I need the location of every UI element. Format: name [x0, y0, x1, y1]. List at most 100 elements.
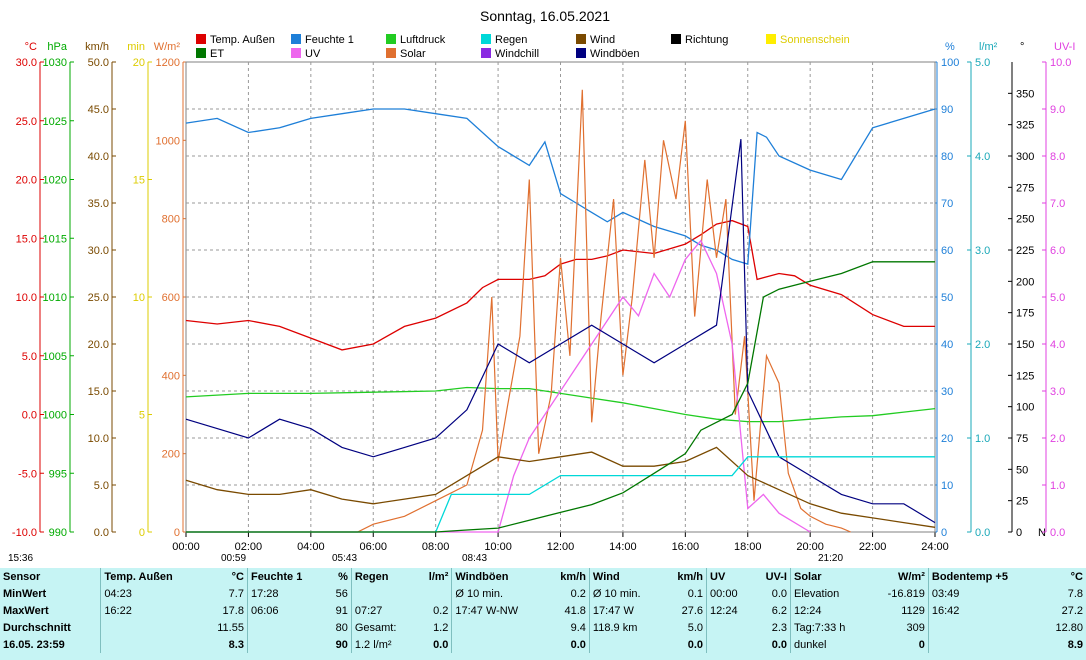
left-axis-tick-label: 600 [162, 292, 180, 304]
left-axis-tick-label: 995 [49, 468, 67, 480]
stats-cell: 90 [335, 638, 348, 651]
right-axis-tick-label: 3.0 [1050, 386, 1065, 398]
stats-cell: °C [1070, 570, 1083, 583]
right-axis-tick-label: 25 [1016, 496, 1028, 508]
series-luftdruck [185, 386, 936, 423]
stats-cell [417, 585, 452, 602]
statistics-table: Sensor Temp. Außen °C Feuchte 1% Regen l/m² Wi… [0, 568, 1086, 653]
left-axis-tick-label: 0.0 [94, 527, 109, 539]
stats-cell: 0.0 [771, 587, 787, 600]
series-regen [186, 456, 935, 533]
legend-swatch [291, 34, 301, 44]
left-axis-tick-label: 1020 [43, 175, 67, 187]
stats-cell [100, 636, 203, 653]
stats-cell: 17:47 W [588, 602, 663, 619]
stats-cell: km/h [677, 570, 704, 583]
stats-cell: Feuchte 1 [246, 568, 326, 585]
stats-cell: -16.819 [887, 587, 925, 600]
right-axis-tick-label: 325 [1016, 120, 1034, 132]
stats-cell: MaxWert [3, 604, 49, 617]
right-axis-tick-label: 7.0 [1050, 198, 1065, 210]
stats-cell: 1129 [901, 604, 925, 617]
legend-label: Sonnenschein [780, 34, 850, 46]
stats-cell: km/h [560, 570, 586, 583]
right-axis-tick-label: 60 [941, 245, 953, 257]
stats-cell: Regen [350, 568, 417, 585]
left-axis-tick-label: 0.0 [22, 410, 37, 422]
left-axis-tick-label: 0 [139, 527, 145, 539]
left-axis-tick-label: 1200 [156, 57, 180, 69]
weather-chart: Sonntag, 16.05.2021 Temp. Außen ET Feuchte… [8, 8, 1075, 564]
stats-cell: 16:42 [927, 602, 1041, 619]
x-tick-label: 20:00 [796, 541, 824, 553]
sunset-time: 21:20 [818, 553, 843, 564]
stats-row: Durchschnitt 11.55 80 Gesamt: 1.2 9.4 118.9 km… [0, 619, 1086, 636]
stats-cell: dunkel [789, 636, 869, 653]
right-axis-tick-label: 125 [1016, 370, 1034, 382]
series-feuchte-1 [185, 108, 936, 265]
legend-swatch [196, 34, 206, 44]
stats-cell: 8.9 [1067, 638, 1083, 651]
left-axis-tick-label: 20.0 [16, 175, 37, 187]
right-axis-tick-label: 2.0 [975, 339, 990, 351]
stats-cell: 8.3 [228, 638, 244, 651]
left-axis-tick-label: 1015 [43, 233, 67, 245]
left-axis-tick-label: 30.0 [88, 245, 109, 257]
left-note: 15:36 [8, 553, 33, 564]
right-axis-tick-label: 250 [1016, 214, 1034, 226]
x-tick-label: 06:00 [359, 541, 387, 553]
right-axis-tick-label: 75 [1016, 433, 1028, 445]
stats-cell [246, 619, 326, 636]
stats-cell [246, 636, 326, 653]
stats-cell: 0.0 [433, 638, 449, 651]
left-axis-unit: min [127, 41, 145, 53]
stats-cell: 17.8 [222, 604, 244, 617]
legend-swatch [576, 48, 586, 58]
right-axis-unit: ° [1020, 41, 1024, 53]
stats-cell: 7.7 [228, 587, 244, 600]
left-axis-tick-label: 5.0 [22, 351, 37, 363]
left-axis-tick-label: 5 [139, 410, 145, 422]
legend-swatch [481, 34, 491, 44]
left-axis-tick-label: 40.0 [88, 151, 109, 163]
right-axis-tick-label: 30 [941, 386, 953, 398]
moonrise-time: 00:59 [221, 553, 246, 564]
stats-cell: MinWert [3, 587, 47, 600]
plot-area [185, 61, 936, 533]
stats-cell: Ø 10 min. [588, 585, 663, 602]
legend: Temp. Außen ET Feuchte 1 UV Luftdruck Solar Re… [196, 34, 850, 60]
stats-cell: 12:24 [706, 602, 753, 619]
right-axis-tick-label: 1.0 [1050, 480, 1065, 492]
right-axis-unit: % [945, 41, 955, 53]
x-tick-label: 08:00 [422, 541, 450, 553]
left-axis-tick-label: 5.0 [94, 480, 109, 492]
right-axis-tick-label: 90 [941, 104, 953, 116]
right-axis-tick-label: 0.0 [1050, 527, 1065, 539]
right-axis-tick-label: 175 [1016, 308, 1034, 320]
right-axis-tick-label: 0 [941, 527, 947, 539]
left-axis-tick-label: 10.0 [16, 292, 37, 304]
legend-label: UV [305, 48, 321, 60]
stats-cell: W/m² [897, 570, 925, 583]
stats-cell: 03:49 [927, 585, 1041, 602]
stats-cell [100, 619, 203, 636]
left-axis-tick-label: 1005 [43, 351, 67, 363]
right-axis-tick-label: 100 [941, 57, 959, 69]
left-axis-tick-label: -10.0 [12, 527, 37, 539]
stats-cell: % [338, 570, 348, 583]
legend-label: Wind [590, 34, 615, 46]
stats-cell: 0.0 [687, 638, 704, 651]
stats-cell: l/m² [428, 570, 449, 583]
stats-cell: 0.2 [570, 587, 586, 600]
right-axis-unit: l/m² [979, 41, 998, 53]
legend-swatch [766, 34, 776, 44]
right-axis-tick-label: 0.0 [975, 527, 990, 539]
stats-cell: 0.0 [771, 638, 787, 651]
legend-swatch [196, 48, 206, 58]
right-axis-tick-label: 1.0 [975, 433, 990, 445]
left-axis-unit: W/m² [154, 41, 181, 53]
stats-row: MaxWert 16:22 17.8 06:06 91 07:27 0.2 17:47 W-N… [0, 602, 1086, 619]
stats-cell: 06:06 [246, 602, 326, 619]
legend-swatch [386, 48, 396, 58]
stats-cell: 04:23 [100, 585, 203, 602]
